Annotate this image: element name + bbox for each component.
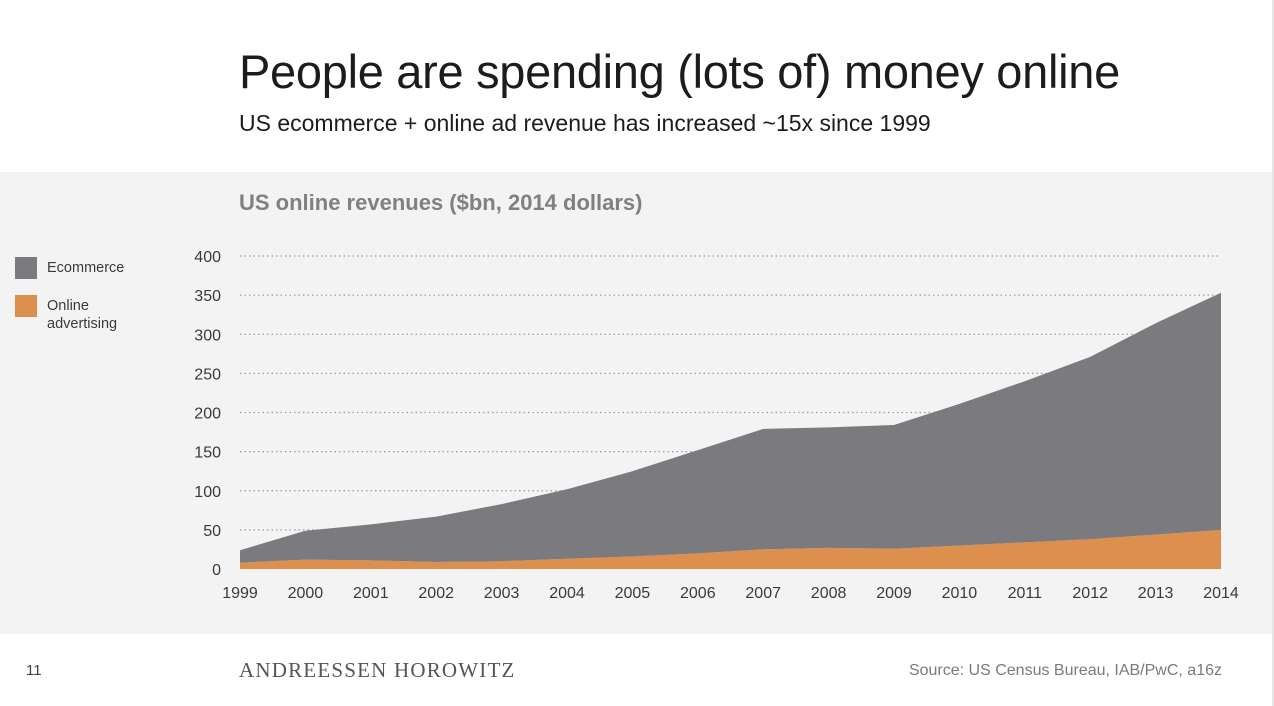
x-tick-label: 2001 — [353, 585, 389, 602]
slide-title: People are spending (lots of) money onli… — [239, 45, 1120, 98]
slide-edge — [1272, 0, 1274, 706]
x-tick-label: 2005 — [615, 585, 651, 602]
x-tick-label: 2011 — [1008, 585, 1043, 602]
x-tick-label: 2010 — [942, 585, 978, 602]
legend-label-ecommerce: Ecommerce — [47, 260, 125, 276]
brand-logo: ANDREESSEN HOROWITZ — [239, 658, 516, 682]
x-tick-label: 2012 — [1072, 585, 1108, 602]
area-chart: 0 50 100 150 200 250 300 350 400 1999 2000 2001 2002… — [194, 249, 1239, 602]
x-tick-label: 2007 — [745, 585, 781, 602]
y-tick-label: 100 — [194, 484, 221, 501]
x-tick-label: 2008 — [811, 585, 847, 602]
x-tick-label: 2013 — [1138, 585, 1174, 602]
legend-swatch-online-advertising — [15, 295, 37, 317]
y-tick-label: 150 — [194, 445, 221, 462]
y-tick-label: 250 — [194, 366, 221, 383]
x-tick-label: 2006 — [680, 585, 716, 602]
area-online-advertising — [240, 529, 1221, 569]
x-tick-label: 2009 — [876, 585, 912, 602]
x-tick-label: 2000 — [288, 585, 324, 602]
legend-swatch-ecommerce — [15, 257, 37, 279]
chart-title: US online revenues ($bn, 2014 dollars) — [239, 190, 643, 215]
y-tick-label: 50 — [203, 523, 221, 540]
y-tick-label: 400 — [194, 249, 221, 266]
y-tick-label: 300 — [194, 327, 221, 344]
x-tick-label: 2004 — [549, 585, 585, 602]
y-tick-label: 0 — [212, 562, 221, 579]
area-ecommerce — [240, 292, 1221, 563]
y-tick-label: 350 — [194, 288, 221, 305]
slide-footer — [0, 634, 1274, 706]
y-tick-label: 200 — [194, 406, 221, 423]
x-tick-label: 2014 — [1203, 585, 1239, 602]
slide-subtitle: US ecommerce + online ad revenue has inc… — [239, 110, 931, 136]
x-tick-label: 2003 — [484, 585, 520, 602]
legend-label-online-advertising: Online advertising — [47, 298, 118, 332]
source-note: Source: US Census Bureau, IAB/PwC, a16z — [908, 662, 1222, 679]
x-tick-label: 2002 — [418, 585, 454, 602]
slide-header — [0, 0, 1274, 172]
x-tick-label: 1999 — [222, 585, 258, 602]
page-number: 11 — [26, 662, 42, 679]
